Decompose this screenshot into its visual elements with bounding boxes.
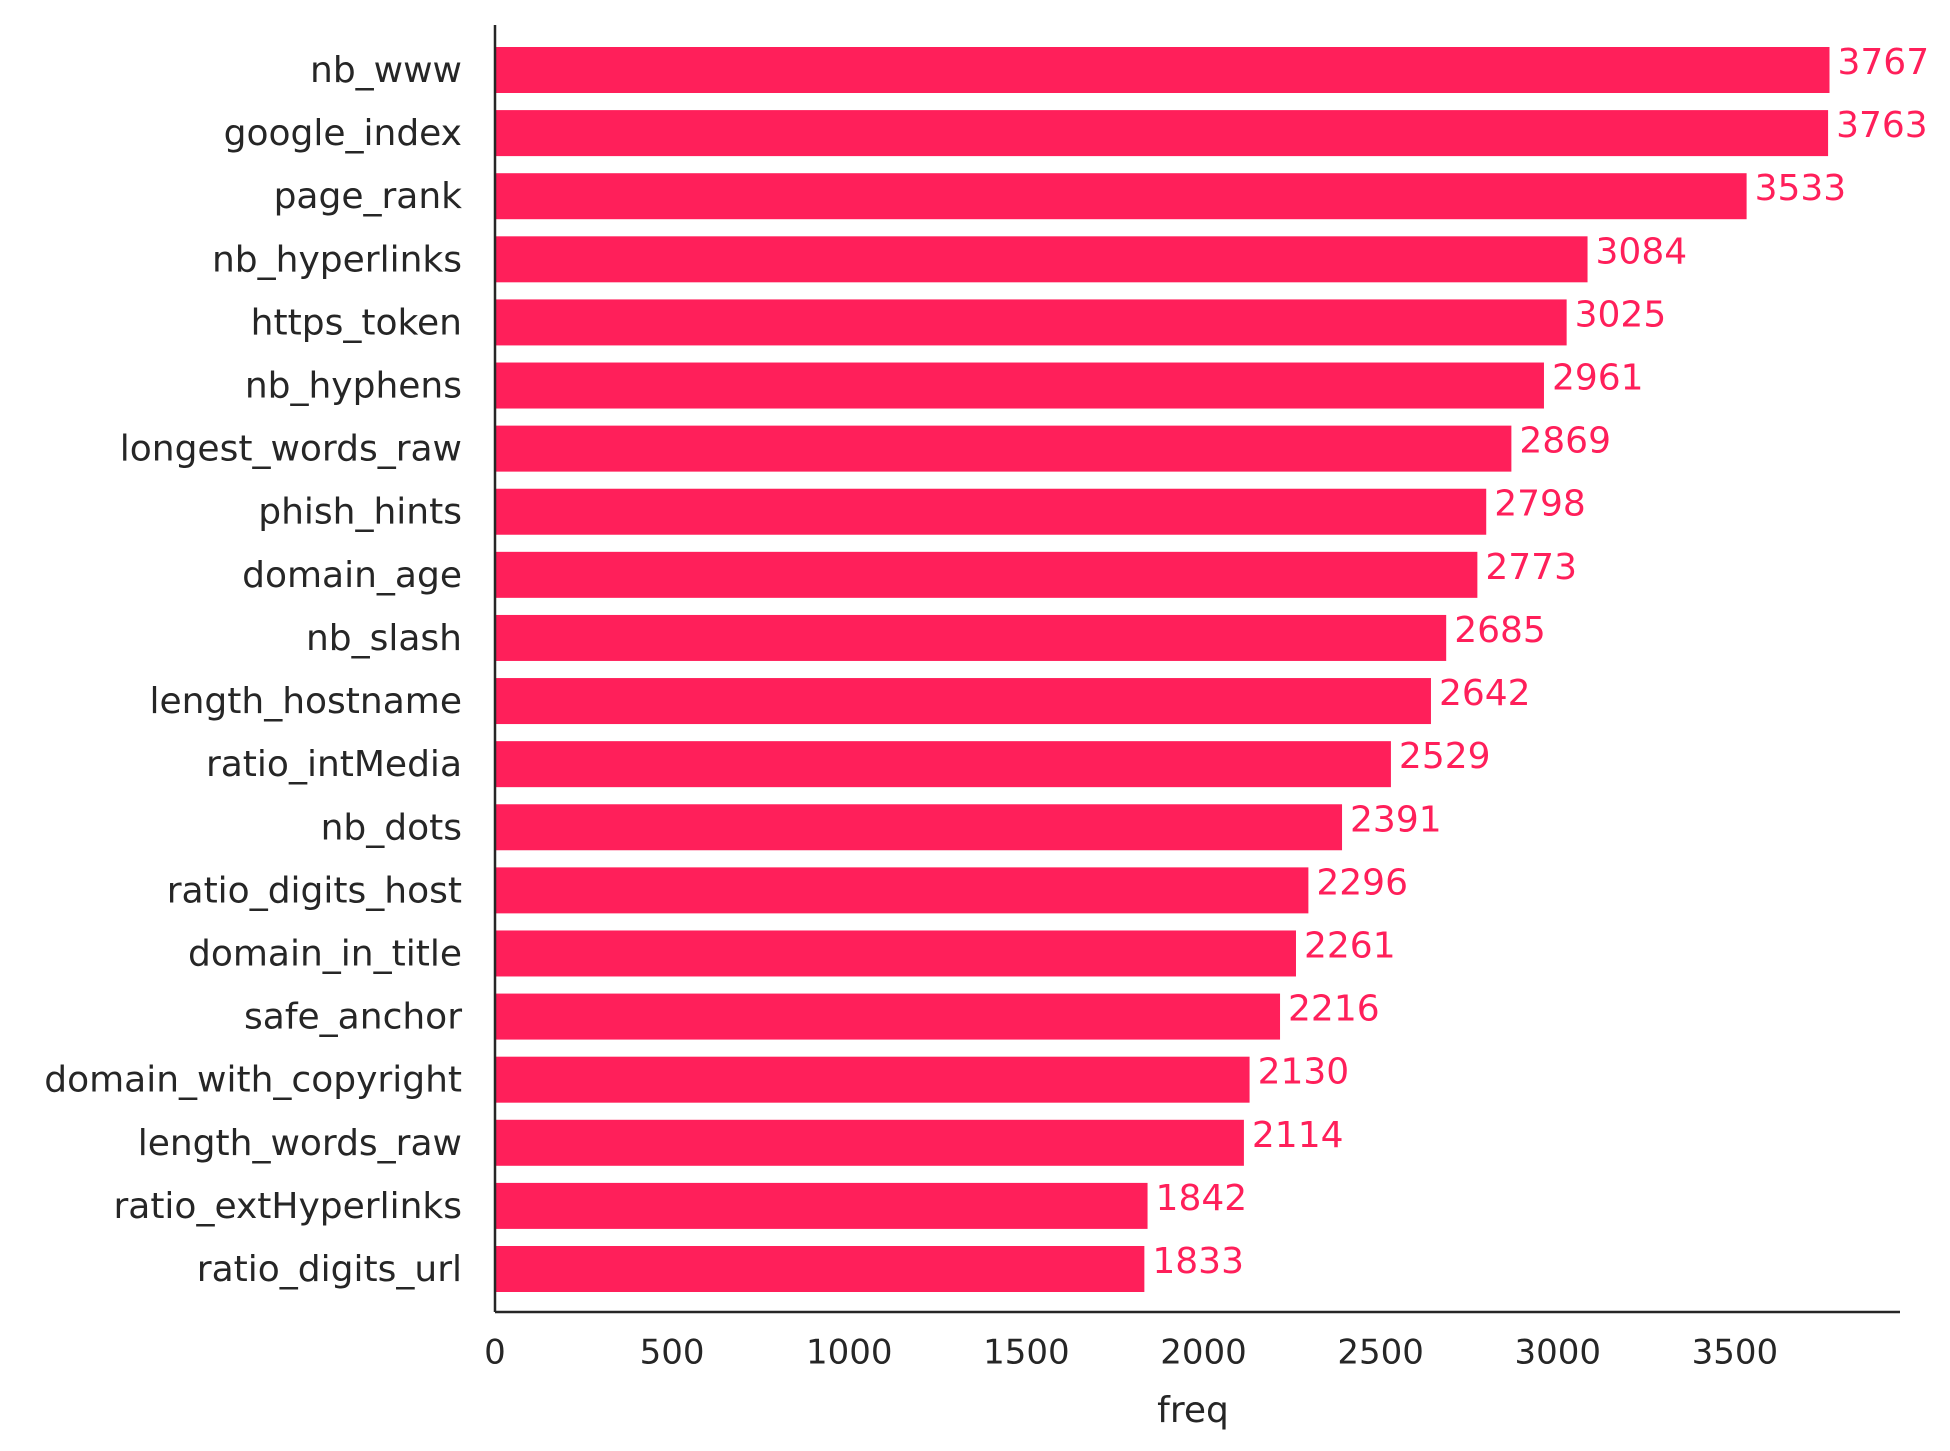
bar (495, 488, 1487, 535)
y-tick-label: ratio_digits_host (167, 870, 462, 911)
y-tick-label: longest_words_raw (120, 429, 462, 470)
data-label: 2216 (1288, 989, 1380, 1030)
bar (495, 551, 1478, 598)
bar (495, 299, 1567, 346)
y-tick-label: ratio_extHyperlinks (113, 1186, 462, 1227)
bar (495, 236, 1588, 283)
data-label: 2642 (1439, 673, 1531, 714)
y-tick-label: ratio_intMedia (206, 744, 462, 785)
x-tick-label: 500 (640, 1333, 705, 1373)
bar (495, 1182, 1148, 1229)
y-tick-label: google_index (224, 113, 462, 154)
y-tick-label: nb_slash (306, 618, 462, 659)
data-label: 2529 (1399, 736, 1491, 777)
bar (495, 1119, 1244, 1166)
y-tick-label: domain_in_title (188, 933, 462, 974)
bar (495, 1246, 1145, 1292)
bar (495, 173, 1747, 220)
y-tick-label: domain_age (242, 555, 462, 596)
bar (495, 425, 1512, 472)
x-tick-label: 0 (484, 1333, 506, 1373)
y-tick-label: domain_with_copyright (44, 1060, 462, 1101)
data-label: 3084 (1596, 231, 1688, 272)
data-label: 1833 (1152, 1241, 1244, 1282)
x-tick-label: 1500 (983, 1333, 1070, 1373)
x-tick-label: 2000 (1160, 1333, 1247, 1373)
data-label: 2391 (1350, 799, 1442, 840)
y-tick-label: nb_dots (321, 807, 462, 848)
y-tick-label: nb_hyphens (245, 366, 462, 407)
data-label: 2961 (1552, 358, 1644, 399)
x-tick-label: 3500 (1692, 1333, 1779, 1373)
y-tick-label: phish_hints (258, 492, 462, 533)
x-axis-label: freq (1157, 1390, 1229, 1431)
bar (495, 867, 1309, 914)
bar (495, 110, 1829, 157)
data-label: 2261 (1304, 925, 1396, 966)
y-tick-label: length_hostname (149, 681, 462, 722)
bar (495, 614, 1447, 661)
y-tick-label: length_words_raw (138, 1123, 462, 1164)
y-tick-label: nb_www (310, 50, 462, 91)
bar (495, 993, 1281, 1040)
data-label: 2798 (1494, 484, 1586, 525)
bar (495, 804, 1343, 851)
y-tick-label: https_token (251, 302, 462, 343)
bar (495, 930, 1296, 977)
bar (495, 362, 1544, 409)
x-tick-label: 2500 (1337, 1333, 1424, 1373)
y-tick-label: nb_hyperlinks (212, 239, 462, 280)
data-label: 3025 (1575, 294, 1667, 335)
y-tick-label: page_rank (274, 176, 463, 217)
y-tick-label: safe_anchor (244, 997, 462, 1038)
data-label: 3533 (1755, 168, 1847, 209)
bar (495, 1056, 1250, 1103)
data-label: 2773 (1485, 547, 1577, 588)
data-label: 3763 (1836, 105, 1928, 146)
bar (495, 678, 1431, 725)
data-label: 2130 (1258, 1052, 1350, 1093)
data-label: 2685 (1454, 610, 1546, 651)
x-tick-label: 1000 (806, 1333, 893, 1373)
data-label: 1842 (1156, 1178, 1248, 1219)
data-label: 2869 (1519, 421, 1611, 462)
bar (495, 741, 1391, 788)
data-label: 2296 (1316, 862, 1408, 903)
data-label: 2114 (1252, 1115, 1344, 1156)
y-tick-label: ratio_digits_url (197, 1249, 462, 1290)
bar (495, 47, 1830, 93)
data-label: 3767 (1838, 42, 1930, 83)
x-tick-label: 3000 (1515, 1333, 1602, 1373)
